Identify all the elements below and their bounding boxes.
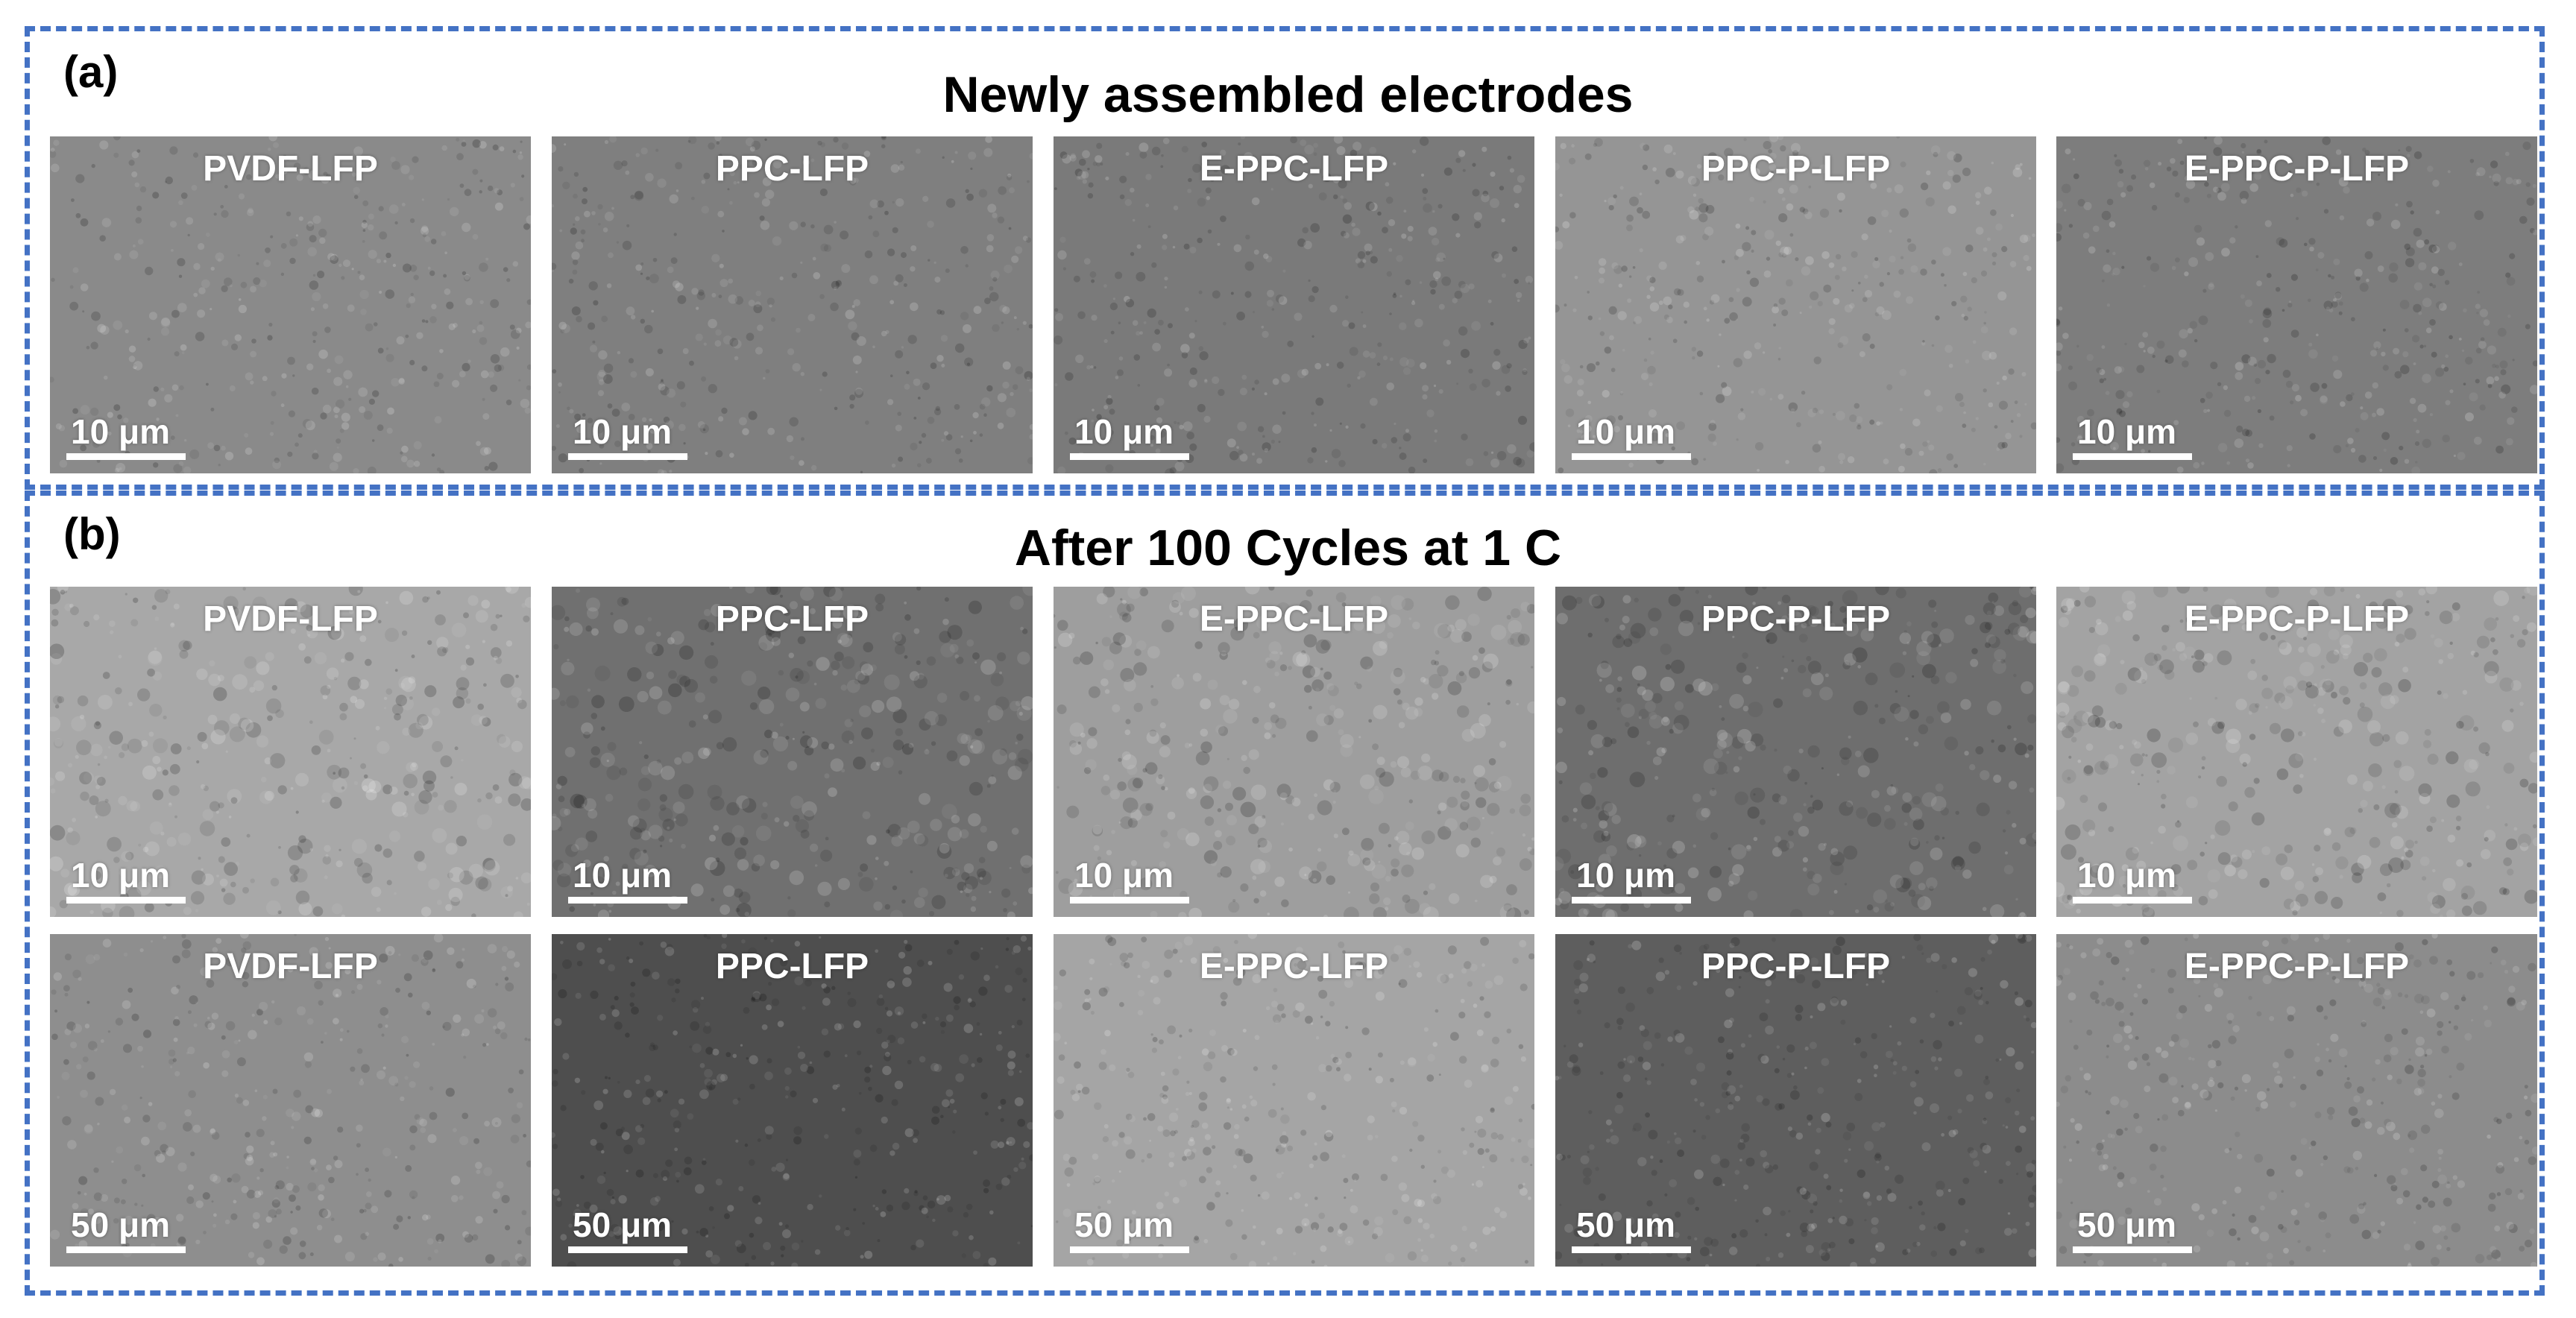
scale-bar-line <box>1070 897 1189 904</box>
scale-bar-text: 10 μm <box>1074 856 1174 895</box>
panel-b-row1-sem-image-4: PPC-P-LFP 10 μm <box>1555 587 2036 917</box>
panel-b-letter: (b) <box>63 509 121 559</box>
sample-label: E-PPC-LFP <box>1199 149 1389 189</box>
sem-texture <box>50 136 531 473</box>
panel-b-row2-sem-image-2: PPC-LFP 50 μm <box>552 934 1033 1267</box>
sem-texture <box>1054 136 1534 473</box>
sem-texture <box>50 934 531 1267</box>
scale-bar-line <box>66 453 186 460</box>
scale-bar: 50 μm <box>2073 1208 2192 1253</box>
sem-texture <box>2056 136 2537 473</box>
scale-bar-line <box>2073 453 2192 460</box>
scale-bar-text: 10 μm <box>71 856 170 895</box>
panel-a-sem-image-1: PVDF-LFP 10 μm <box>50 136 531 473</box>
scale-bar: 10 μm <box>568 858 687 904</box>
scale-bar-text: 10 μm <box>2077 412 2176 451</box>
scale-bar-line <box>1572 1246 1691 1253</box>
panel-a-sem-image-2: PPC-LFP 10 μm <box>552 136 1033 473</box>
scale-bar-text: 50 μm <box>573 1205 672 1244</box>
sample-label: PVDF-LFP <box>203 947 378 986</box>
scale-bar-text: 10 μm <box>1576 412 1675 451</box>
scale-bar-text: 10 μm <box>2077 856 2176 895</box>
panel-a-sem-image-5: E-PPC-P-LFP 10 μm <box>2056 136 2537 473</box>
scale-bar-text: 10 μm <box>1576 856 1675 895</box>
scale-bar-line <box>1070 453 1189 460</box>
sem-texture <box>2056 587 2537 917</box>
sem-texture <box>1555 934 2036 1267</box>
scale-bar-line <box>568 1246 687 1253</box>
scale-bar-line <box>1572 897 1691 904</box>
sample-label: PVDF-LFP <box>203 149 378 189</box>
panel-b-row1-sem-image-5: E-PPC-P-LFP 10 μm <box>2056 587 2537 917</box>
scale-bar-line <box>66 897 186 904</box>
scale-bar-line <box>66 1246 186 1253</box>
sample-label: PPC-LFP <box>715 947 869 986</box>
scale-bar: 10 μm <box>2073 858 2192 904</box>
panel-b-title: After 100 Cycles at 1 C <box>1014 520 1562 576</box>
sample-label: E-PPC-P-LFP <box>2184 599 2410 639</box>
sem-texture <box>552 587 1033 917</box>
scale-bar: 50 μm <box>1572 1208 1691 1253</box>
scale-bar: 10 μm <box>66 414 186 460</box>
panel-a-title: Newly assembled electrodes <box>942 66 1634 123</box>
scale-bar-text: 50 μm <box>1074 1205 1174 1244</box>
scale-bar-text: 10 μm <box>573 412 672 451</box>
sem-texture <box>50 587 531 917</box>
panel-b-row1-sem-image-3: E-PPC-LFP 10 μm <box>1054 587 1534 917</box>
scale-bar-line <box>2073 1246 2192 1253</box>
scale-bar-line <box>1070 1246 1189 1253</box>
scale-bar-line <box>1572 453 1691 460</box>
sample-label: PPC-LFP <box>715 149 869 189</box>
panel-b-row2-sem-image-5: E-PPC-P-LFP 50 μm <box>2056 934 2537 1267</box>
scale-bar-text: 50 μm <box>1576 1205 1675 1244</box>
scale-bar-text: 10 μm <box>71 412 170 451</box>
panel-b-row2-sem-image-4: PPC-P-LFP 50 μm <box>1555 934 2036 1267</box>
scale-bar: 10 μm <box>1070 858 1189 904</box>
panel-a-letter: (a) <box>63 47 119 97</box>
panel-b-row2-sem-image-1: PVDF-LFP 50 μm <box>50 934 531 1267</box>
scale-bar-line <box>2073 897 2192 904</box>
sem-texture <box>552 934 1033 1267</box>
scale-bar: 10 μm <box>2073 414 2192 460</box>
scale-bar: 50 μm <box>66 1208 186 1253</box>
scale-bar-text: 50 μm <box>2077 1205 2176 1244</box>
panel-b-row1-sem-image-2: PPC-LFP 10 μm <box>552 587 1033 917</box>
sem-texture <box>1555 587 2036 917</box>
scale-bar-line <box>568 453 687 460</box>
scale-bar-text: 10 μm <box>573 856 672 895</box>
sem-texture <box>1555 136 2036 473</box>
sample-label: PPC-P-LFP <box>1701 947 1891 986</box>
panel-a-border <box>25 26 2545 490</box>
scale-bar: 10 μm <box>1070 414 1189 460</box>
panel-b-row1-sem-image-1: PVDF-LFP 10 μm <box>50 587 531 917</box>
scale-bar: 50 μm <box>568 1208 687 1253</box>
scale-bar-text: 50 μm <box>71 1205 170 1244</box>
sample-label: E-PPC-P-LFP <box>2184 947 2410 986</box>
sample-label: PVDF-LFP <box>203 599 378 639</box>
scale-bar: 10 μm <box>568 414 687 460</box>
sem-texture <box>2056 934 2537 1267</box>
sample-label: E-PPC-P-LFP <box>2184 149 2410 189</box>
sample-label: PPC-LFP <box>715 599 869 639</box>
scale-bar: 10 μm <box>1572 414 1691 460</box>
panel-b-row2-sem-image-3: E-PPC-LFP 50 μm <box>1054 934 1534 1267</box>
scale-bar: 10 μm <box>1572 858 1691 904</box>
scale-bar-text: 10 μm <box>1074 412 1174 451</box>
sample-label: E-PPC-LFP <box>1199 947 1389 986</box>
panel-a-sem-image-4: PPC-P-LFP 10 μm <box>1555 136 2036 473</box>
sample-label: PPC-P-LFP <box>1701 599 1891 639</box>
panel-b-border <box>25 491 2545 1296</box>
scale-bar: 50 μm <box>1070 1208 1189 1253</box>
scale-bar: 10 μm <box>66 858 186 904</box>
sem-texture <box>552 136 1033 473</box>
sample-label: E-PPC-LFP <box>1199 599 1389 639</box>
scale-bar-line <box>568 897 687 904</box>
sample-label: PPC-P-LFP <box>1701 149 1891 189</box>
panel-a-sem-image-3: E-PPC-LFP 10 μm <box>1054 136 1534 473</box>
sem-texture <box>1054 587 1534 917</box>
sem-texture <box>1054 934 1534 1267</box>
